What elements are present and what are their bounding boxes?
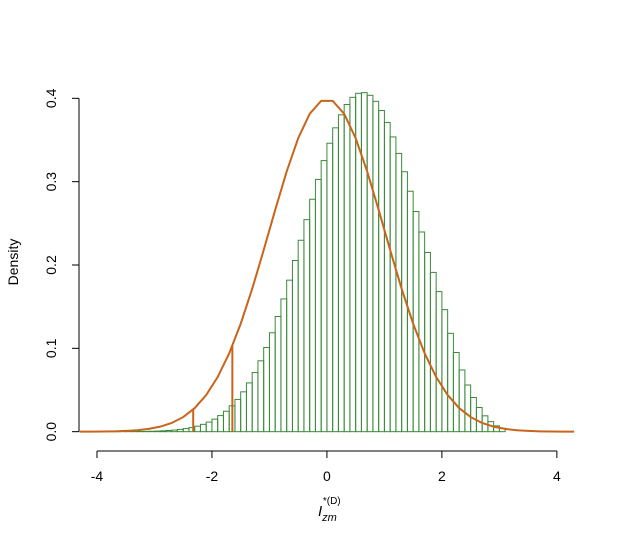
histogram-bar: [452, 352, 460, 433]
histogram-bar: [383, 121, 391, 433]
histogram-bar: [268, 332, 276, 433]
histogram-bar: [280, 298, 288, 433]
x-tick-label: 0: [323, 468, 331, 484]
histogram-bar: [291, 260, 299, 433]
histogram-bar: [349, 96, 357, 433]
x-axis-label: Izm *(D): [318, 496, 341, 524]
histogram-bar: [257, 360, 265, 433]
histogram-bar: [309, 198, 316, 433]
x-tick-label: -4: [91, 468, 104, 484]
histogram-bar: [234, 398, 242, 433]
histogram-bar: [429, 271, 437, 433]
y-tick-label: 0.3: [43, 172, 59, 192]
histogram-bar: [194, 425, 201, 433]
histogram-bar: [395, 152, 403, 433]
histogram-bar: [378, 110, 385, 433]
histogram-bar: [441, 309, 449, 433]
histogram-bar: [182, 428, 190, 433]
histogram-bar: [418, 231, 426, 433]
x-tick-label: -2: [206, 468, 219, 484]
histogram-bar: [372, 100, 380, 433]
histogram-bar: [205, 421, 213, 433]
x-tick-label: 4: [553, 468, 561, 484]
histogram-bar: [199, 423, 207, 433]
histogram-bar: [165, 430, 173, 433]
histogram-bar: [211, 418, 219, 433]
histogram-bar: [360, 92, 368, 433]
histogram-bar: [412, 211, 420, 433]
y-tick-label: 0.0: [43, 422, 59, 442]
histogram-bar: [389, 136, 397, 433]
x-label-sup: *(D): [323, 496, 341, 507]
x-label-sub: zm: [321, 512, 337, 524]
y-axis-label: Density: [5, 239, 21, 286]
histogram-bar: [303, 219, 311, 433]
histogram-bar: [171, 429, 178, 433]
histogram-bar: [251, 372, 259, 433]
histogram-bar: [332, 127, 339, 433]
histogram-bar: [458, 369, 466, 433]
histogram-bar: [159, 430, 167, 433]
histogram-bar: [263, 347, 270, 433]
histogram-bar: [314, 178, 322, 433]
histogram-bar: [464, 384, 472, 433]
histogram-bar: [274, 316, 282, 433]
histogram-bar: [447, 332, 454, 433]
x-tick-label: 2: [438, 468, 446, 484]
histogram-bar: [153, 430, 161, 433]
histogram-bar: [297, 239, 305, 433]
histogram-bar: [366, 94, 374, 433]
x-label-main: I: [318, 503, 322, 520]
histogram-bar: [343, 104, 351, 433]
y-tick-label: 0.2: [43, 255, 59, 275]
histogram-bar: [337, 114, 345, 433]
histogram-bar: [326, 142, 334, 433]
histogram-bar: [470, 397, 477, 433]
density-curve: [79, 99, 575, 433]
histogram-bar: [320, 160, 328, 433]
y-tick-label: 0.1: [43, 338, 59, 358]
y-tick-label: 0.4: [43, 88, 59, 108]
histogram-bar: [217, 415, 224, 433]
histogram-bar: [424, 252, 431, 433]
histogram-bar: [245, 382, 253, 433]
histogram-bar: [286, 279, 293, 433]
histogram-bar: [435, 291, 443, 433]
histogram-bar: [240, 391, 247, 433]
histogram-bar: [176, 428, 184, 433]
histogram-bar: [222, 410, 230, 433]
